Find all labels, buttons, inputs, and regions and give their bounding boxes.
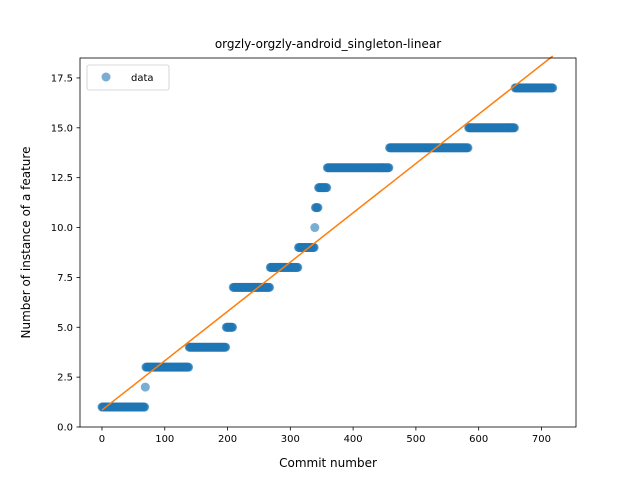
data-point (140, 402, 150, 412)
legend-box (86, 64, 170, 91)
y-tick-label: 15.0 (51, 123, 73, 134)
x-tick-label: 200 (218, 434, 237, 445)
x-tick-label: 0 (99, 434, 105, 445)
x-tick-label: 300 (281, 434, 300, 445)
data-point (509, 123, 519, 133)
data-point (322, 183, 332, 193)
data-point (310, 223, 320, 233)
data-point (384, 163, 394, 173)
data-point (265, 282, 275, 292)
data-point (313, 203, 323, 213)
x-tick-label: 500 (406, 434, 425, 445)
legend-entry-data: data (131, 73, 154, 84)
fit-line (101, 55, 554, 411)
x-tick-label: 400 (344, 434, 363, 445)
y-tick-label: 12.5 (51, 173, 73, 184)
data-point (309, 242, 319, 252)
legend-marker-data (101, 72, 111, 82)
data-point (140, 382, 150, 392)
y-tick-label: 0.0 (57, 423, 73, 434)
y-axis-label: Number of instance of a feature (19, 147, 33, 339)
data-point (463, 143, 473, 153)
legend: data (86, 64, 170, 91)
data-point (221, 342, 231, 352)
x-axis-label: Commit number (279, 456, 377, 470)
data-point (293, 262, 303, 272)
y-tick-label: 17.5 (51, 73, 73, 84)
y-tick-label: 7.5 (57, 273, 73, 284)
data-point (548, 83, 558, 93)
chart-title: orgzly-orgzly-android_singleton-linear (215, 37, 441, 51)
y-tick-label: 10.0 (51, 223, 73, 234)
plot-frame (79, 57, 577, 428)
y-tick-label: 2.5 (57, 373, 73, 384)
x-tick-label: 700 (532, 434, 551, 445)
x-tick-label: 600 (469, 434, 488, 445)
data-point (228, 322, 238, 332)
data-point (184, 362, 194, 372)
x-tick-label: 100 (155, 434, 174, 445)
y-tick-label: 5.0 (57, 323, 73, 334)
